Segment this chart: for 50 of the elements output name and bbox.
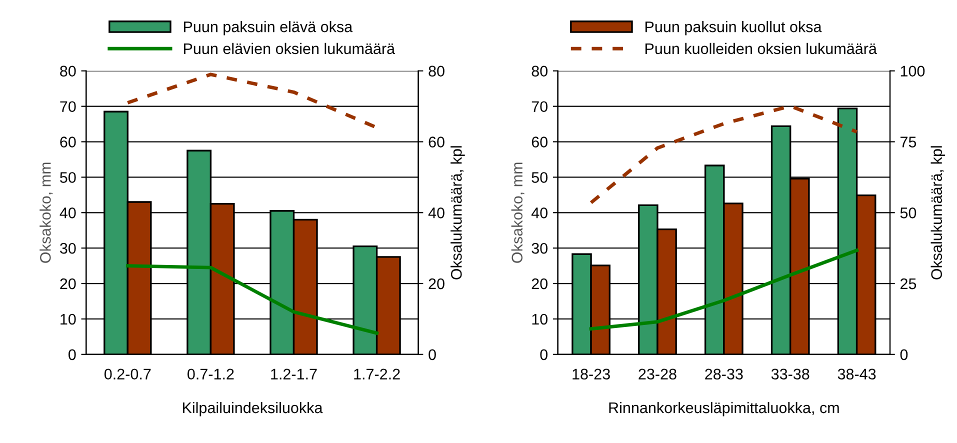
y-axis-title: Oksakoko, mm [40, 162, 53, 263]
legend-label: Puun paksuin kuollut oksa [645, 21, 822, 36]
y-tick-label: 70 [532, 101, 548, 112]
x-tick-label: 0.7-1.2 [188, 368, 234, 380]
y2-axis-title: Oksalukumäärä, kpl [930, 146, 946, 280]
y2-tick-label: 60 [428, 136, 444, 148]
y2-tick-label: 80 [428, 66, 444, 77]
x-tick-label: 18-23 [572, 368, 610, 380]
y2-tick-label: 100 [900, 66, 925, 77]
y-tick-label: 30 [60, 242, 76, 254]
y2-tick-label: 20 [428, 278, 444, 290]
legend-label: Puun kuolleiden oksien lukumäärä [645, 42, 877, 54]
x-axis-title: Rinnankorkeusläpimittaluokka, cm [609, 402, 839, 416]
y-tick-label: 40 [531, 208, 548, 218]
y2-tick-label: 0 [428, 349, 436, 360]
y-tick-label: 80 [532, 66, 548, 77]
x-tick-label: 1.2-1.7 [271, 368, 317, 380]
line-series [126, 264, 379, 335]
y2-tick-label: 0 [900, 349, 908, 360]
x-tick-label: 38-43 [838, 368, 876, 380]
y-tick-label: 50 [532, 172, 548, 183]
y-tick-label: 60 [532, 136, 548, 148]
y-tick-label: 70 [60, 101, 76, 112]
x-tick-label: 0.2-0.7 [104, 368, 151, 380]
x-tick-label: 33-38 [771, 368, 810, 380]
y2-axis-title: Oksalukumäärä, kpl [450, 146, 465, 280]
x-tick-label: 28-33 [705, 368, 743, 380]
x-tick-label: 1.7-2.2 [354, 368, 400, 380]
y-tick-label: 10 [532, 314, 548, 325]
y-tick-label: 0 [68, 349, 76, 360]
y2-tick-label: 40 [428, 208, 444, 218]
y2-tick-label: 50 [900, 208, 916, 218]
y-tick-label: 20 [60, 278, 76, 290]
y-tick-label: 40 [60, 208, 76, 218]
y-tick-label: 80 [60, 66, 76, 77]
x-tick-label: 23-28 [638, 368, 676, 380]
y2-tick-label: 25 [900, 278, 916, 290]
legend-label: Puun elävien oksien lukumäärä [184, 42, 396, 54]
x-axis-title: Kilpailuindeksiluokka [182, 402, 323, 416]
line-series [589, 104, 859, 204]
line-series [589, 248, 859, 331]
y-tick-label: 10 [60, 314, 76, 325]
legend-label: Puun paksuin elävä oksa [184, 21, 353, 36]
y-tick-label: 20 [532, 278, 548, 290]
y-tick-label: 0 [540, 349, 548, 360]
y-tick-label: 30 [532, 242, 548, 254]
y-tick-label: 50 [60, 172, 76, 183]
y2-tick-label: 75 [900, 136, 916, 148]
y-tick-label: 60 [60, 136, 76, 148]
y-axis-title: Oksakoko, mm [511, 162, 524, 263]
